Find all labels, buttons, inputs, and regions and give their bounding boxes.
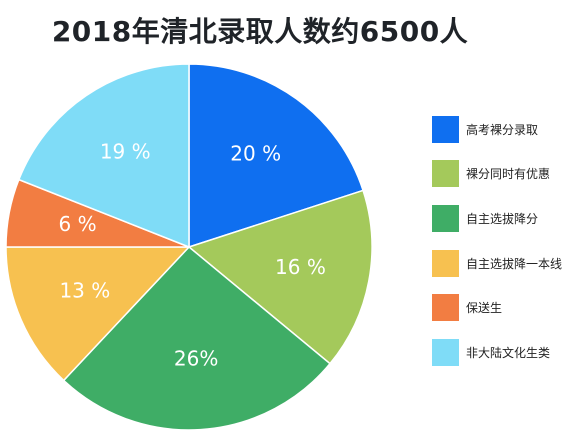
legend-item: 裸分同时有优惠 — [432, 159, 582, 189]
slice-label: 13 % — [59, 279, 110, 303]
slice-label: 26% — [174, 347, 218, 371]
legend-item: 保送生 — [432, 293, 582, 323]
legend-label: 裸分同时有优惠 — [466, 167, 551, 182]
legend-swatch — [432, 294, 459, 322]
legend-item: 高考裸分录取 — [432, 114, 582, 144]
pie-slice — [17, 63, 190, 249]
legend-item: 自主选拔降一本线 — [432, 248, 582, 278]
legend-label: 高考裸分录取 — [466, 122, 539, 137]
legend-item: 自主选拔降分 — [432, 203, 582, 233]
legend-label: 自主选拔降一本线 — [466, 256, 563, 271]
slice-label: 16 % — [275, 255, 326, 279]
legend-label: 非大陆文化生类 — [466, 345, 551, 360]
legend-swatch — [432, 160, 459, 188]
chart-legend: 高考裸分录取 裸分同时有优惠 自主选拔降分 自主选拔降一本线 保送生 非大陆文化… — [432, 114, 582, 382]
slice-label: 19 % — [100, 140, 151, 164]
legend-swatch — [432, 249, 459, 277]
legend-item: 非大陆文化生类 — [432, 337, 582, 367]
legend-label: 保送生 — [466, 301, 503, 316]
pie-slice — [187, 189, 373, 365]
chart-title: 2018年清北录取人数约6500人 — [51, 15, 469, 48]
legend-swatch — [432, 338, 459, 366]
legend-swatch — [432, 204, 459, 232]
pie-slice — [62, 245, 332, 431]
slice-label: 20 % — [230, 142, 281, 166]
pie-slice — [188, 63, 364, 249]
pie-slice — [5, 246, 191, 382]
legend-label: 自主选拔降分 — [466, 211, 539, 226]
slice-label: 6 % — [59, 212, 97, 236]
legend-swatch — [432, 115, 459, 143]
